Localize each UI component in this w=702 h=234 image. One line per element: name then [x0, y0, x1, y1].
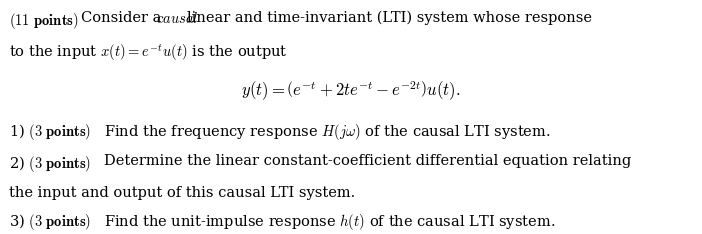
Text: the input and output of this causal LTI system.: the input and output of this causal LTI … — [9, 186, 355, 200]
Text: Consider a: Consider a — [81, 11, 161, 25]
Text: Find the unit-impulse response $h(t)$ of the causal LTI system.: Find the unit-impulse response $h(t)$ of… — [104, 212, 555, 232]
Text: 2) $\bf{(3\ points)}$: 2) $\bf{(3\ points)}$ — [9, 154, 91, 174]
Text: 1) $\bf{(3\ points)}$: 1) $\bf{(3\ points)}$ — [9, 122, 91, 142]
Text: $\it{causal}$: $\it{causal}$ — [156, 11, 199, 26]
Text: $\bf{(11\ points)}$: $\bf{(11\ points)}$ — [9, 11, 79, 30]
Text: $y(t) = \left(e^{-t} + 2te^{-t} - e^{-2t}\right)u(t).$: $y(t) = \left(e^{-t} + 2te^{-t} - e^{-2t… — [241, 80, 461, 103]
Text: 3) $\bf{(3\ points)}$: 3) $\bf{(3\ points)}$ — [9, 212, 91, 232]
Text: Determine the linear constant-coefficient differential equation relating: Determine the linear constant-coefficien… — [104, 154, 631, 168]
Text: Find the frequency response $H(j\omega)$ of the causal LTI system.: Find the frequency response $H(j\omega)$… — [104, 122, 550, 142]
Text: to the input $x(t) = e^{-t}u(t)$ is the output: to the input $x(t) = e^{-t}u(t)$ is the … — [9, 43, 288, 63]
Text: linear and time-invariant (LTI) system whose response: linear and time-invariant (LTI) system w… — [187, 11, 592, 25]
